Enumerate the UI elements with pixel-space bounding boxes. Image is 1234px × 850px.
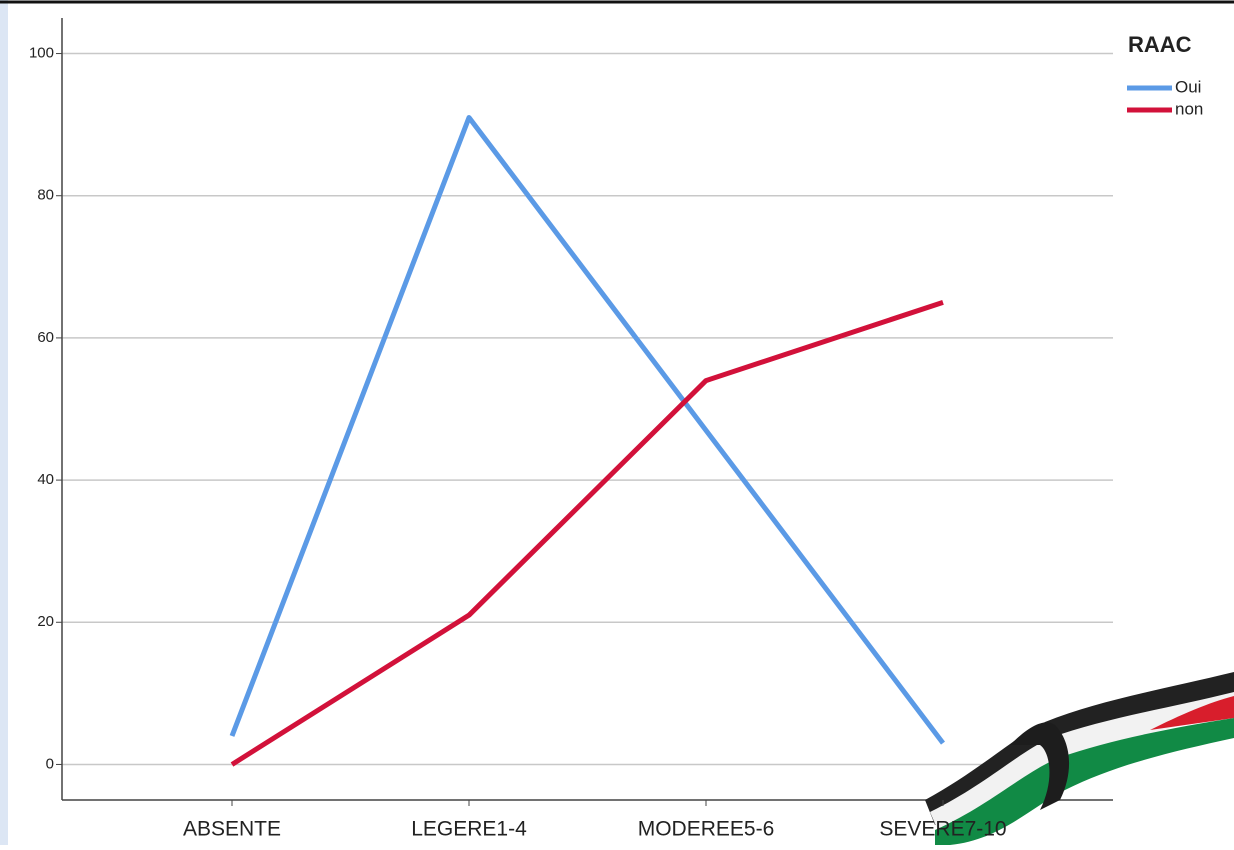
y-tick-label: 100 (29, 45, 54, 62)
y-tick-label: 80 (37, 187, 54, 204)
series-line (229, 115, 945, 745)
y-tick-label: 20 (37, 613, 54, 630)
window-edge (0, 0, 8, 845)
y-tick-label: 40 (37, 471, 54, 488)
series-line (230, 299, 944, 767)
ribbon-decoration (925, 672, 1234, 845)
y-tick-label: 60 (37, 329, 54, 346)
legend-title: RAAC (1128, 32, 1192, 57)
legend-label: non (1175, 99, 1203, 118)
x-tick-label: LEGERE1-4 (411, 818, 527, 841)
legend-label: Oui (1175, 77, 1201, 96)
x-tick-label: ABSENTE (183, 818, 281, 841)
y-tick-label: 0 (46, 755, 54, 772)
x-tick-label: SEVERE7-10 (879, 818, 1006, 841)
x-tick-label: MODEREE5-6 (638, 818, 775, 841)
